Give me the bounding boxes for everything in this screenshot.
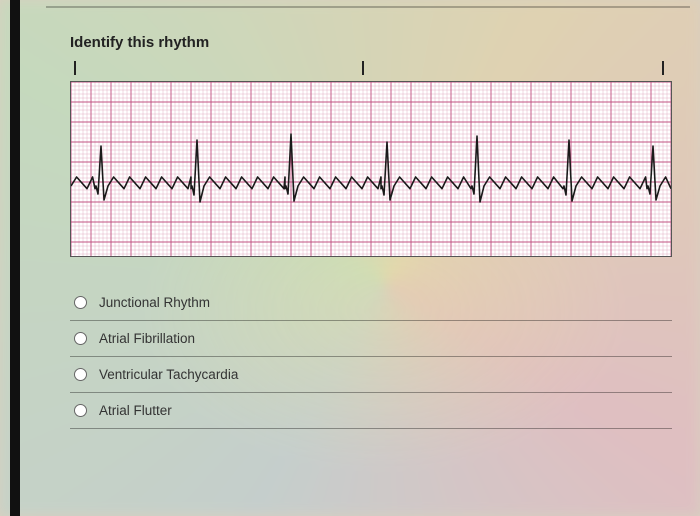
question-panel: Identify this rhythm Junctional Rhythm At… — [46, 0, 690, 506]
answer-option[interactable]: Atrial Fibrillation — [70, 321, 672, 357]
calibration-markers — [70, 61, 666, 79]
answer-option[interactable]: Ventricular Tachycardia — [70, 357, 672, 393]
ecg-strip — [70, 81, 672, 257]
answer-option-label: Junctional Rhythm — [99, 295, 210, 310]
answer-option[interactable]: Junctional Rhythm — [70, 285, 672, 321]
radio-icon[interactable] — [74, 332, 87, 345]
answer-options: Junctional Rhythm Atrial Fibrillation Vent… — [70, 285, 672, 429]
radio-icon[interactable] — [74, 368, 87, 381]
answer-option-label: Atrial Fibrillation — [99, 331, 195, 346]
ecg-svg — [71, 82, 671, 256]
calibration-tick — [362, 61, 364, 75]
question-prompt: Identify this rhythm — [70, 34, 666, 51]
radio-icon[interactable] — [74, 404, 87, 417]
calibration-tick — [662, 61, 664, 75]
answer-option[interactable]: Atrial Flutter — [70, 393, 672, 429]
answer-option-label: Atrial Flutter — [99, 403, 172, 418]
radio-icon[interactable] — [74, 296, 87, 309]
answer-option-label: Ventricular Tachycardia — [99, 367, 238, 382]
calibration-tick — [74, 61, 76, 75]
